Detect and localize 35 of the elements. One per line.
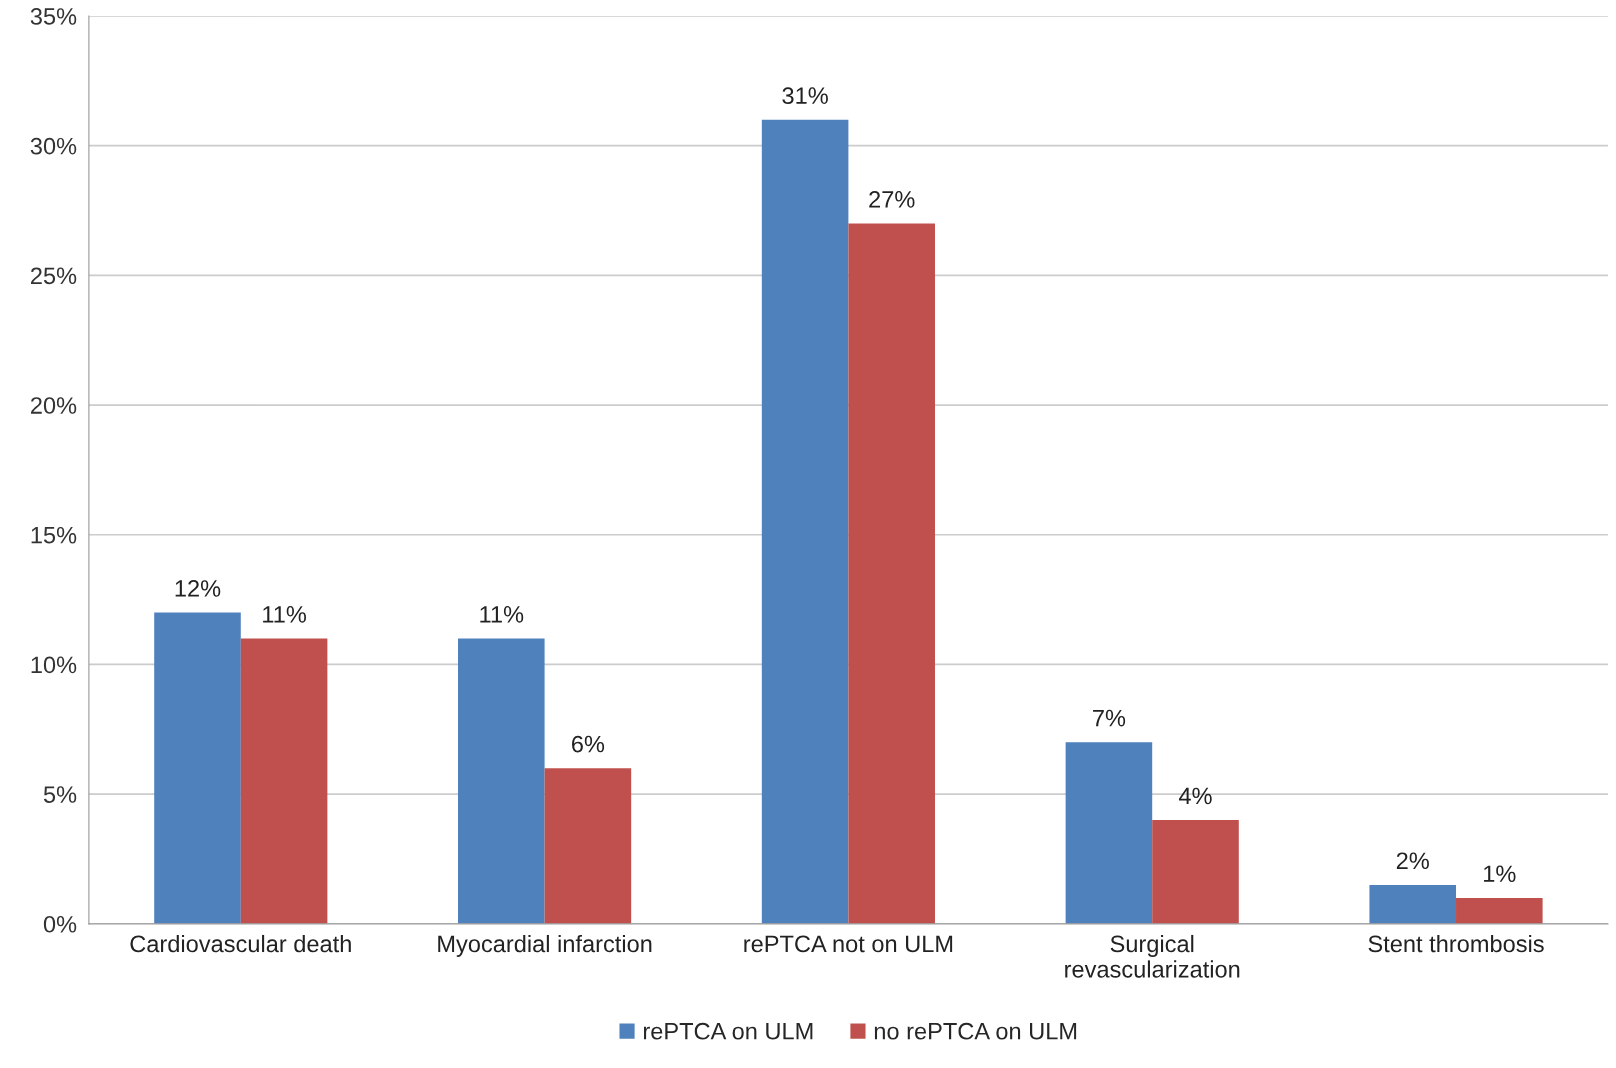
y-tick-label: 15%	[31, 526, 77, 544]
bar	[544, 768, 632, 924]
bar	[1065, 742, 1153, 924]
data-label: 12%	[175, 580, 221, 597]
data-label: 6%	[572, 735, 605, 753]
bar	[458, 638, 545, 924]
bar	[1152, 820, 1239, 924]
bar	[1456, 897, 1543, 924]
x-tick-label: Myocardial infarction	[438, 934, 652, 957]
data-label: 1%	[1484, 865, 1516, 883]
y-tick-label: 0%	[43, 915, 77, 933]
bar	[761, 119, 849, 924]
x-tick-label: Cardiovascular death	[130, 934, 351, 953]
data-label: 7%	[1093, 709, 1126, 727]
x-tick-label: Stent thrombosis	[1368, 934, 1544, 953]
data-label: 27%	[869, 191, 915, 208]
y-tick-label: 35%	[30, 8, 77, 25]
x-tick-label: rePTCA not on ULM	[744, 935, 953, 953]
bar	[154, 612, 241, 924]
data-label: 2%	[1396, 852, 1429, 870]
y-tick-label: 25%	[31, 267, 77, 285]
legend-label: no rePTCA on ULM	[874, 1022, 1077, 1040]
bar	[240, 638, 328, 924]
y-tick-label: 20%	[31, 397, 77, 414]
y-tick-label: 5%	[43, 786, 77, 803]
y-tick-label: 30%	[30, 137, 77, 155]
data-label: 11%	[263, 606, 306, 623]
x-tick-label: Surgical revascularization	[1065, 934, 1240, 978]
data-label: 11%	[480, 606, 524, 623]
bar	[848, 223, 935, 924]
data-label: 4%	[1178, 787, 1212, 805]
y-tick-label: 10%	[31, 656, 77, 674]
bar	[1369, 884, 1457, 924]
legend-label: rePTCA on ULM	[643, 1022, 813, 1040]
data-label: 31%	[782, 87, 828, 104]
